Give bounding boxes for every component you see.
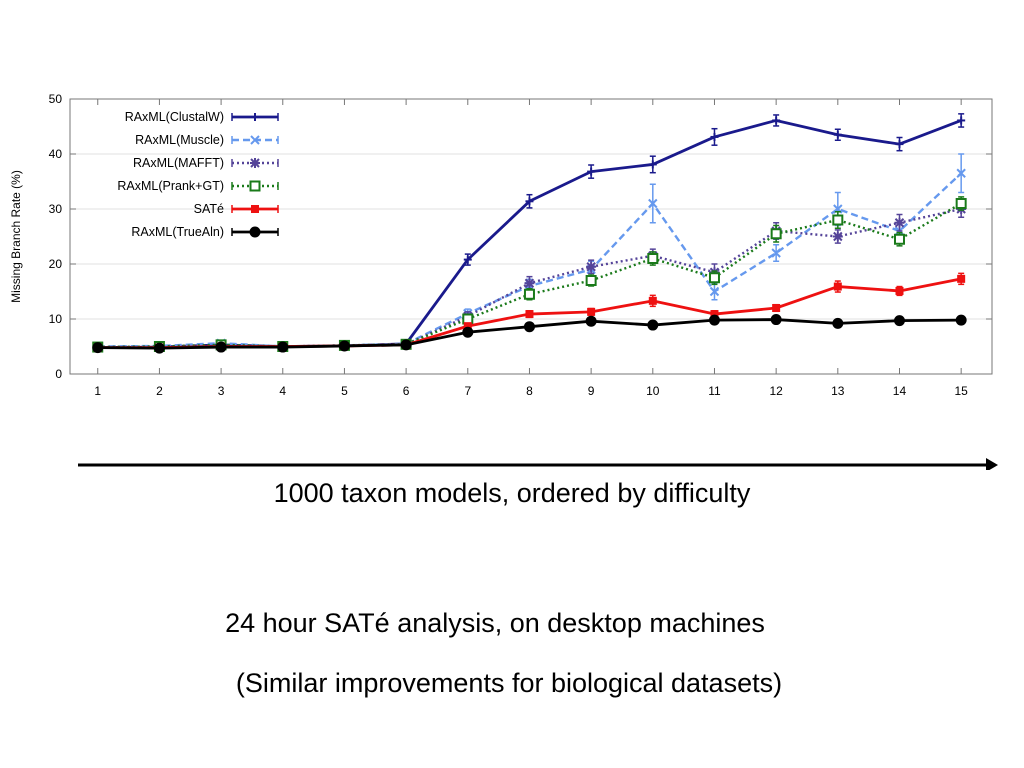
data-point-raxml-prank-gt: [955, 198, 967, 209]
data-point-raxml-prank-gt: [647, 253, 659, 264]
y-axis-label: Missing Branch Rate (%): [9, 170, 23, 303]
difficulty-arrow-head: [986, 458, 998, 470]
x-tick-label: 2: [156, 384, 163, 398]
legend-label-raxml-clustalw: RAxML(ClustalW): [125, 110, 224, 124]
x-tick-label: 15: [954, 384, 968, 398]
data-point-raxml-truealn: [92, 342, 104, 354]
data-point-raxml-clustalw: [463, 255, 472, 264]
data-point-raxml-prank-gt: [708, 272, 720, 284]
data-point-sat: [957, 274, 966, 283]
data-point-raxml-truealn: [647, 319, 659, 331]
legend-marker-raxml-truealn: [249, 226, 261, 238]
data-point-raxml-clustalw: [648, 160, 657, 169]
data-point-raxml-muscle: [956, 168, 966, 178]
x-tick-label: 10: [646, 384, 660, 398]
data-point-raxml-prank-gt: [893, 233, 905, 245]
data-point-raxml-truealn: [523, 321, 535, 333]
x-tick-label: 11: [708, 384, 721, 398]
legend-marker-raxml-mafft: [250, 158, 260, 168]
data-point-raxml-mafft: [894, 217, 905, 228]
data-point-raxml-truealn: [955, 314, 967, 326]
x-tick-label: 5: [341, 384, 348, 398]
data-point-raxml-prank-gt: [523, 288, 535, 300]
data-point-raxml-muscle: [771, 248, 781, 258]
data-point-raxml-clustalw: [772, 116, 781, 125]
x-tick-label: 7: [464, 384, 471, 398]
data-point-raxml-mafft: [832, 231, 843, 242]
data-point-raxml-muscle: [648, 198, 658, 209]
data-point-raxml-clustalw: [833, 130, 842, 139]
x-tick-label: 4: [279, 384, 286, 398]
data-point-raxml-mafft: [586, 261, 597, 272]
y-tick-label: 40: [49, 147, 63, 161]
legend-marker-raxml-prank-gt: [249, 180, 261, 192]
data-point-sat: [587, 307, 596, 316]
data-point-raxml-mafft: [524, 278, 535, 289]
data-point-raxml-prank-gt: [770, 228, 782, 240]
data-point-raxml-prank-gt: [832, 214, 844, 226]
data-point-raxml-truealn: [338, 340, 350, 352]
legend-label-raxml-truealn: RAxML(TrueAln): [131, 225, 224, 239]
data-point-raxml-clustalw: [710, 132, 719, 141]
x-tick-label: 1: [94, 384, 101, 398]
data-point-raxml-truealn: [153, 342, 165, 354]
legend-marker-raxml-clustalw: [251, 113, 259, 121]
data-point-raxml-muscle: [709, 286, 720, 297]
y-tick-label: 0: [55, 367, 62, 381]
x-tick-label: 9: [588, 384, 595, 398]
data-point-sat: [833, 282, 842, 291]
data-point-raxml-prank-gt: [585, 275, 597, 286]
legend-label-raxml-muscle: RAxML(Muscle): [135, 133, 224, 147]
data-point-raxml-truealn: [462, 326, 474, 338]
data-point-raxml-truealn: [770, 314, 782, 326]
data-point-raxml-truealn: [585, 315, 597, 327]
legend-label-sat: SATé: [194, 202, 224, 216]
y-tick-label: 50: [49, 92, 63, 106]
x-tick-label: 13: [831, 384, 845, 398]
y-tick-label: 20: [49, 257, 63, 271]
arrow-caption: 1000 taxon models, ordered by difficulty: [273, 478, 751, 508]
plot-frame: [69, 98, 993, 375]
data-point-raxml-clustalw: [957, 116, 966, 125]
legend-marker-raxml-muscle: [250, 135, 260, 145]
data-point-raxml-clustalw: [895, 140, 904, 149]
data-point-sat: [525, 310, 534, 319]
legend-label-raxml-mafft: RAxML(MAFFT): [133, 156, 224, 170]
data-point-raxml-truealn: [400, 339, 412, 351]
x-tick-label: 3: [218, 384, 225, 398]
x-tick-label: 8: [526, 384, 533, 398]
data-point-sat: [772, 304, 781, 312]
biological-note: (Similar improvements for biological dat…: [235, 668, 783, 698]
data-point-raxml-truealn: [893, 315, 905, 327]
legend-marker-sat: [251, 205, 259, 213]
x-tick-label: 6: [403, 384, 410, 398]
x-tick-label: 14: [893, 384, 907, 398]
data-point-raxml-truealn: [277, 341, 289, 353]
analysis-note: 24 hour SATé analysis, on desktop machin…: [225, 608, 765, 638]
data-point-raxml-truealn: [708, 314, 720, 326]
data-point-raxml-clustalw: [525, 197, 534, 206]
legend-label-raxml-prank-gt: RAxML(Prank+GT): [117, 179, 224, 193]
y-tick-label: 30: [49, 202, 63, 216]
data-point-sat: [895, 286, 904, 295]
data-point-raxml-truealn: [215, 341, 227, 353]
x-tick-label: 12: [769, 384, 783, 398]
data-point-sat: [648, 296, 657, 305]
data-point-raxml-clustalw: [587, 167, 596, 176]
y-tick-label: 10: [49, 312, 63, 326]
data-point-raxml-truealn: [832, 317, 844, 329]
